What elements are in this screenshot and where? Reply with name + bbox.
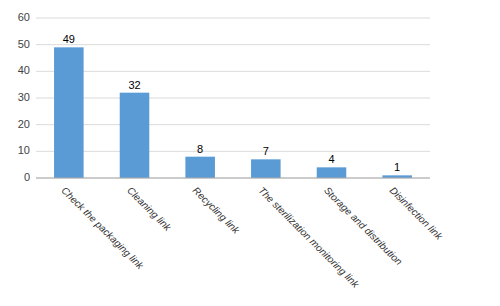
data-label: 49	[63, 33, 75, 45]
data-label: 32	[128, 79, 140, 91]
y-tick-label: 60	[18, 11, 30, 23]
x-tick-label: Recycling link	[191, 185, 243, 237]
data-label: 8	[197, 143, 203, 155]
x-tick-label: Disinfection link	[388, 185, 446, 243]
grid	[36, 18, 430, 178]
grid-line	[36, 44, 430, 45]
data-label: 7	[263, 145, 269, 157]
y-tick-label: 50	[18, 38, 30, 50]
x-tick-label: Cleaning link	[125, 185, 174, 234]
y-tick-label: 30	[18, 91, 30, 103]
grid-line	[36, 178, 430, 179]
chart: 010203040506049328741Check the packaging…	[0, 0, 500, 306]
grid-line	[36, 151, 430, 152]
bar	[185, 157, 215, 178]
bar	[120, 93, 150, 178]
grid-line	[36, 98, 430, 99]
x-axis-line	[36, 178, 430, 179]
data-label: 4	[328, 153, 334, 165]
y-tick-label: 20	[18, 118, 30, 130]
grid-line	[36, 18, 430, 19]
bar	[54, 47, 84, 178]
bar	[251, 159, 281, 178]
y-tick-label: 40	[18, 64, 30, 76]
grid-line	[36, 124, 430, 125]
data-label: 1	[394, 161, 400, 173]
bars	[54, 47, 412, 178]
bar	[317, 167, 347, 178]
y-tick-label: 0	[24, 171, 30, 183]
grid-line	[36, 71, 430, 72]
y-tick-label: 10	[18, 144, 30, 156]
